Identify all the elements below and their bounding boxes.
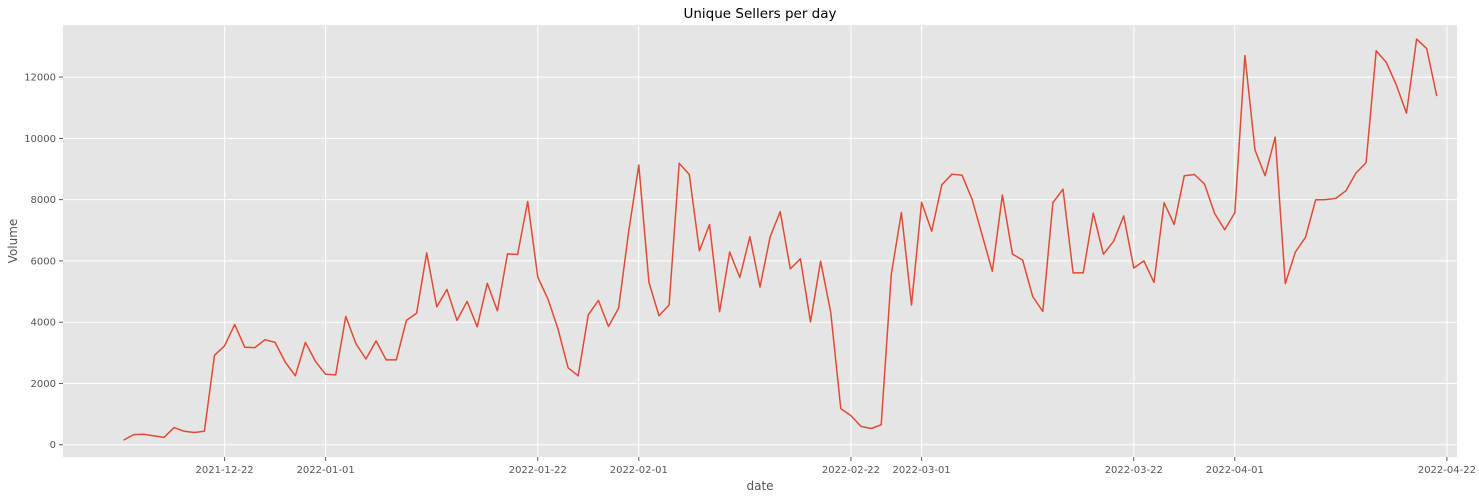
chart-title: Unique Sellers per day xyxy=(683,6,836,22)
x-tick-label: 2021-12-22 xyxy=(196,465,254,476)
plot-background xyxy=(63,25,1457,457)
y-axis-label: Volume xyxy=(6,219,20,264)
grid-lines xyxy=(63,25,1457,457)
x-tick-label: 2022-01-01 xyxy=(297,465,355,476)
y-tick-label: 8000 xyxy=(31,195,56,206)
x-axis-label: date xyxy=(746,479,773,493)
x-axis-ticks: 2021-12-22 2022-01-01 2022-01-22 2022-02-01… xyxy=(196,457,1476,476)
y-tick-label: 12000 xyxy=(24,73,56,84)
y-tick-label: 0 xyxy=(50,440,56,451)
x-tick-label: 2022-04-22 xyxy=(1418,465,1476,476)
x-tick-label: 2022-02-01 xyxy=(610,465,668,476)
x-tick-label: 2022-03-01 xyxy=(893,465,951,476)
y-axis-ticks: 0 2000 4000 6000 8000 10000 12000 xyxy=(24,73,63,451)
y-tick-label: 6000 xyxy=(31,256,56,267)
series-line xyxy=(123,38,1438,441)
y-tick-label: 4000 xyxy=(31,318,56,329)
x-tick-label: 2022-02-22 xyxy=(822,465,880,476)
y-tick-label: 2000 xyxy=(31,379,56,390)
x-tick-label: 2022-04-01 xyxy=(1206,465,1264,476)
y-tick-label: 10000 xyxy=(24,134,56,145)
x-tick-label: 2022-01-22 xyxy=(509,465,567,476)
x-tick-label: 2022-03-22 xyxy=(1105,465,1163,476)
series-layer xyxy=(123,38,1438,441)
